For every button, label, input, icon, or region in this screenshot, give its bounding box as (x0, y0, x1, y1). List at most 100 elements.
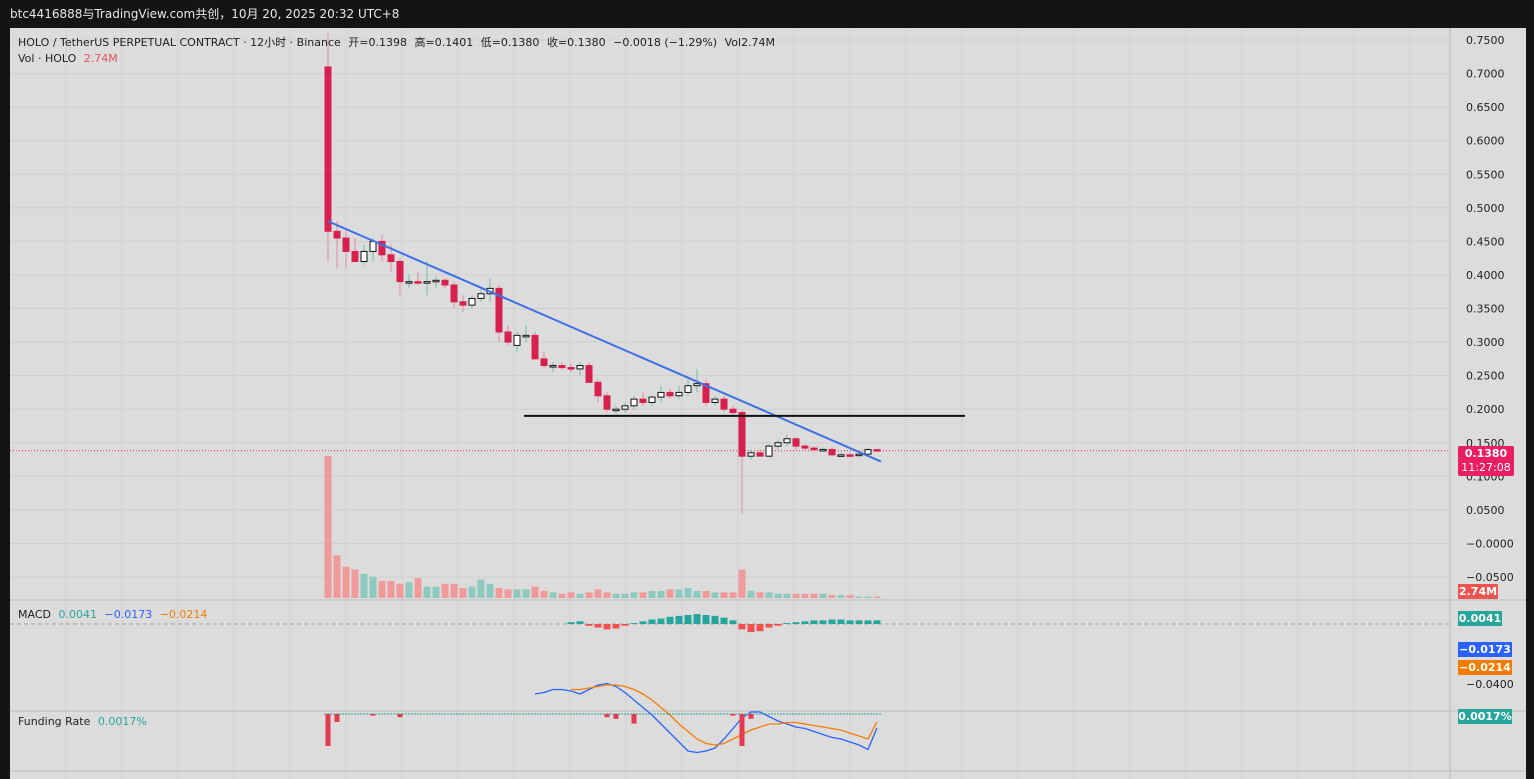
candle-body (639, 398, 647, 403)
candle-body (342, 237, 350, 252)
volume-bar (648, 590, 656, 598)
macd-line-value: −0.0173 (104, 608, 153, 621)
macd-hist-bar (567, 622, 575, 624)
volume-bar (612, 593, 620, 598)
candle-body (378, 240, 386, 256)
volume-bar (837, 595, 845, 598)
candle-body (738, 412, 746, 457)
candle-body (567, 367, 575, 370)
price-axis-tick: 0.6500 (1466, 101, 1505, 114)
price-axis-tick: 0.7500 (1466, 34, 1505, 47)
macd-signal-line (571, 684, 878, 746)
candle-body (765, 445, 773, 457)
chart-area[interactable]: 0.7500 0.7000 0.6500 0.6000 0.5500 0.5000 0.45… (10, 28, 1526, 779)
funding-value: 0.0017% (97, 715, 147, 728)
candle-body (666, 391, 674, 397)
volume-bar (828, 595, 836, 598)
candle-body (504, 331, 512, 343)
macd-hist-bar (603, 624, 611, 630)
macd-hist-bar (612, 624, 620, 629)
bar-countdown: 11:27:08 (1461, 461, 1511, 474)
volume-bar (765, 592, 773, 598)
candle-body (828, 448, 836, 456)
volume-bar (477, 579, 485, 598)
price-axis-tick: 0.6000 (1466, 135, 1505, 148)
price-axis-tick: 0.4000 (1466, 269, 1505, 282)
candle-body (864, 449, 872, 455)
volume-bar (693, 590, 701, 598)
candle-body (522, 334, 530, 338)
volume-bar (540, 590, 548, 598)
macd-hist-tag: 0.0041 (1458, 611, 1502, 626)
candle-body (684, 385, 692, 393)
macd-hist-bar (684, 615, 692, 624)
funding-bar (739, 714, 745, 746)
macd-line (534, 682, 878, 754)
macd-hist-bar (855, 620, 863, 624)
macd-hist-bar (693, 614, 701, 624)
macd-hist-bar (666, 616, 674, 624)
candle-body (648, 396, 656, 403)
macd-hist-bar (585, 624, 593, 626)
volume-bar (450, 583, 458, 598)
candle-body (441, 279, 449, 286)
volume-bar (702, 590, 710, 598)
volume-bar (783, 593, 791, 598)
candle-body (468, 297, 476, 306)
candle-body (720, 398, 728, 410)
volume-bar (468, 586, 476, 598)
funding-legend: Funding Rate 0.0017% (18, 715, 151, 728)
trendline (327, 220, 882, 463)
price-chart-svg[interactable]: 0.7500 0.7000 0.6500 0.6000 0.5500 0.5000 0.45… (10, 28, 1526, 779)
candle-body (837, 454, 845, 457)
volume-bar (396, 583, 404, 598)
volume-bar (513, 589, 521, 598)
funding-bar (748, 714, 754, 719)
macd-hist-bar (657, 618, 665, 624)
candle-body (477, 293, 485, 299)
volume-bar (630, 592, 638, 598)
symbol-title: HOLO / TetherUS PERPETUAL CONTRACT · 12小… (18, 36, 341, 49)
price-axis-tick: 0.5000 (1466, 202, 1505, 215)
price-axis-tick: 0.7000 (1466, 68, 1505, 81)
candle-body (414, 281, 422, 284)
volume-title: Vol · HOLO (18, 52, 77, 65)
volume-bar (504, 589, 512, 598)
candle-body (450, 284, 458, 303)
candle-body (459, 301, 467, 306)
macd-title: MACD (18, 608, 51, 621)
candle-body (855, 453, 863, 457)
candle-body (513, 334, 521, 346)
macd-hist-bar (639, 621, 647, 624)
volume-bar (486, 583, 494, 598)
macd-hist-bar (729, 620, 737, 624)
candle-body (711, 398, 719, 403)
funding-bar (334, 714, 340, 722)
volume-bar (549, 592, 557, 598)
candle-body (801, 445, 809, 449)
candle-body (792, 438, 800, 447)
candle-body (621, 405, 629, 410)
volume-bar (792, 593, 800, 598)
macd-signal-tag: −0.0214 (1458, 660, 1512, 675)
candle-body (819, 448, 827, 452)
volume-bar (369, 576, 377, 598)
macd-legend: MACD 0.0041 −0.0173 −0.0214 (18, 608, 211, 621)
macd-hist-bar (801, 621, 809, 624)
macd-axis-tick: −0.0400 (1466, 678, 1514, 691)
price-axis-tick: 0.2000 (1466, 403, 1505, 416)
macd-hist-bar (756, 624, 764, 632)
candle-body (846, 454, 854, 457)
volume-legend: Vol · HOLO 2.74M (18, 52, 122, 65)
volume-bar (441, 583, 449, 598)
volume-bar (657, 590, 665, 598)
volume-bar (666, 589, 674, 598)
candle-body (810, 447, 818, 451)
macd-hist-bar (783, 623, 791, 624)
volume-bar (846, 595, 854, 598)
candle-body (387, 254, 395, 263)
macd-hist-bar (738, 624, 746, 630)
candle-body (756, 452, 764, 457)
macd-hist-bar (819, 620, 827, 624)
volume-bar (387, 580, 395, 598)
